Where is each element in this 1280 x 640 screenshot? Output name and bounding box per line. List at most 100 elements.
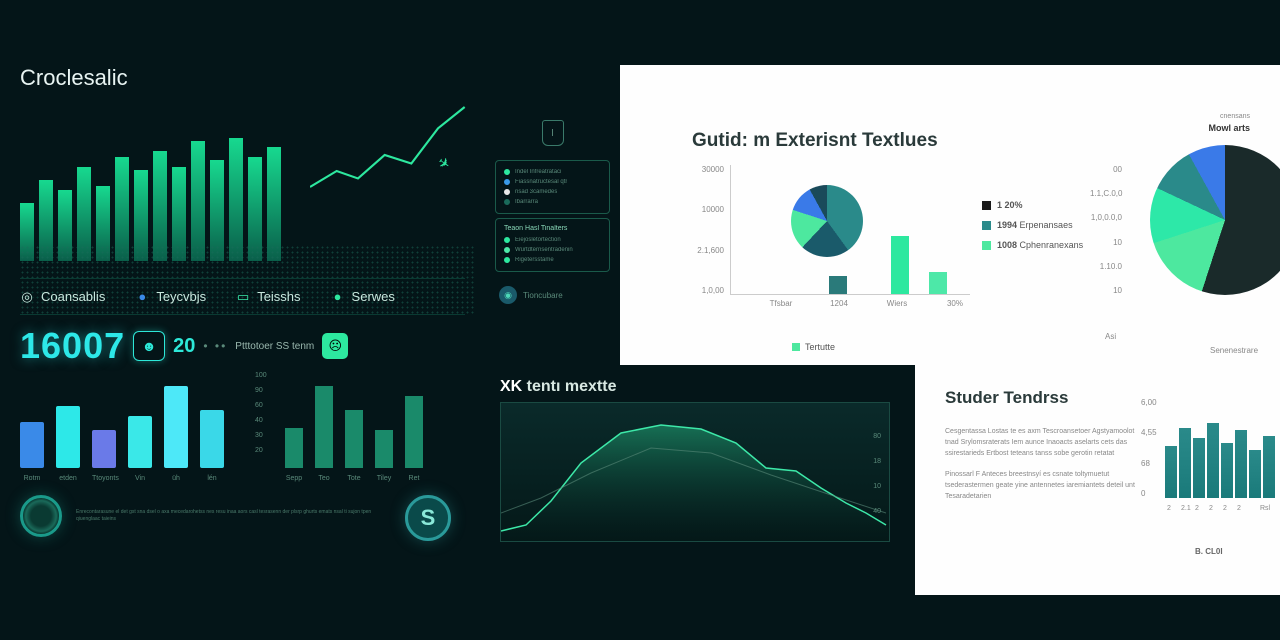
studer-xlabel: 2.1 xyxy=(1181,505,1191,512)
green-xlabel: Tote xyxy=(342,475,366,482)
studer-para-2: Pinossarl F Anteces breestnsyí es csnate… xyxy=(945,469,1135,502)
cyan-xlabel: etden xyxy=(56,475,80,482)
combo-pie xyxy=(791,185,863,257)
studer-ytick: 68 xyxy=(1141,459,1157,468)
tab-label: Serwes xyxy=(352,289,395,304)
legend-row[interactable]: Rigetersstame xyxy=(504,255,601,265)
cyan-xlabel: Ttoyonts xyxy=(92,475,116,482)
green-xlabel: Sepp xyxy=(282,475,306,482)
footer-tiny-text: Enrecontarasune el det gst sna dsel o ax… xyxy=(76,509,376,523)
light-panel-title: Gutid: m Exterisnt Textlues xyxy=(692,130,938,152)
lp-ytick: 2.1,600 xyxy=(692,246,724,255)
studer-plot: 22.12222Rsl xyxy=(1165,398,1275,498)
telescope-icon: ◉ xyxy=(499,286,517,304)
right-bottom-label-2: Senenestrare xyxy=(1210,346,1258,355)
ring-icon[interactable] xyxy=(20,495,62,537)
green-xlabel: Teo xyxy=(312,475,336,482)
green-ytick: 30 xyxy=(255,432,263,439)
studer-ytick: 0 xyxy=(1141,489,1157,498)
green-bar xyxy=(315,386,333,468)
tab-label: Coansablis xyxy=(41,289,105,304)
studer-bar xyxy=(1179,428,1191,498)
studer-bar xyxy=(1193,438,1205,498)
studer-xlabel: 2 xyxy=(1209,505,1213,512)
telescope-label: Tioncubare xyxy=(523,291,563,300)
tab-teisshs[interactable]: ▭Teisshs xyxy=(236,289,300,304)
combo-sublegend: Tertutte xyxy=(792,342,835,352)
telescope-row[interactable]: ◉ Tioncubare xyxy=(495,282,610,308)
tabs-row: ◎ Coansablis ● Teycvbjs ▭Teisshs ● Serwes xyxy=(20,278,465,315)
tab-teycvbjs[interactable]: ● Teycvbjs xyxy=(135,289,206,304)
lp-ytick: 30000 xyxy=(692,165,724,174)
lp-xlabel: Tfsbar xyxy=(761,299,801,308)
lp-right-ytick: 1.10.0 xyxy=(1090,262,1122,271)
studer-bar xyxy=(1165,446,1177,498)
area-plot: 80181040 xyxy=(500,402,890,542)
legend-box-2: Teaon Hasl Tinalters EiejosletortectionW… xyxy=(495,218,610,272)
studer-xlabel-last: Rsl xyxy=(1260,505,1270,512)
combo-yaxis: 30000100002.1,6001,0,00 xyxy=(692,165,724,295)
green-bar xyxy=(405,396,423,468)
light-legend: 1 20% 1994 Erpenansaes1008 Cphenranexans xyxy=(982,195,1083,255)
green-xlabel: Ret xyxy=(402,475,426,482)
metric-label: Ptttotoer SS tenm xyxy=(235,341,314,352)
lp-right-ytick: 10 xyxy=(1090,286,1122,295)
studer-xlabel: 2 xyxy=(1223,505,1227,512)
coin-icon[interactable]: S xyxy=(405,495,451,541)
green-badge-icon[interactable]: ☹ xyxy=(322,333,348,359)
cyan-bar xyxy=(128,416,152,468)
light-panel: Gutid: m Exterisnt Textlues cnensans Mow… xyxy=(620,65,1280,365)
legend-row[interactable]: Ibarrarra xyxy=(504,197,601,207)
legend-row[interactable]: Eiejosletortection xyxy=(504,235,601,245)
cyan-bar xyxy=(56,406,80,468)
cyan-xlabel: Rotm xyxy=(20,475,44,482)
green-ytick: 90 xyxy=(255,387,263,394)
side-number: 20 xyxy=(173,335,195,358)
hero-bar-chart xyxy=(20,101,300,261)
right-pie xyxy=(1150,145,1280,295)
green-ytick: 40 xyxy=(255,417,263,424)
coin-icon-wrap: S xyxy=(405,495,451,541)
lp-xlabel: 30% xyxy=(935,299,975,308)
studer-bar-chart: 6,004,55680 22.12222Rsl B. CL0I xyxy=(1165,398,1280,528)
tab-label: Teycvbjs xyxy=(156,289,206,304)
swirl-icon: ◎ xyxy=(20,290,34,304)
card-icon: ▭ xyxy=(236,290,250,304)
lp-ytick: 1,0,00 xyxy=(692,286,724,295)
studer-para-1: Cesgentassa Lostas te es axm Tescroanset… xyxy=(945,426,1135,459)
smile-card-icon[interactable]: ☻ xyxy=(133,331,165,361)
legend-row[interactable]: Indel Infreatrataci xyxy=(504,167,601,177)
tab-serwes[interactable]: ● Serwes xyxy=(331,289,395,304)
studer-xlabel: 2 xyxy=(1237,505,1241,512)
lp-bar xyxy=(891,236,909,294)
sublegend-label: Tertutte xyxy=(805,342,835,352)
circle-icon: ● xyxy=(135,290,149,304)
green-ytick: 100 xyxy=(255,372,267,379)
tab-coansablis[interactable]: ◎ Coansablis xyxy=(20,289,105,304)
studer-xtitle: B. CL0I xyxy=(1195,547,1223,556)
studer-ytick: 6,00 xyxy=(1141,398,1157,407)
studer-bar xyxy=(1221,443,1233,498)
studer-xlabel: 2 xyxy=(1167,505,1171,512)
lp-legend-row[interactable]: 1008 Cphenranexans xyxy=(982,235,1083,255)
cyan-bar xyxy=(164,386,188,468)
legend-row[interactable]: Würtdternsentradenin xyxy=(504,245,601,255)
lp-legend-row[interactable]: 1 20% xyxy=(982,195,1083,215)
light-upper-label: cnensans xyxy=(1220,113,1250,120)
combo-plot: Tfsbar1204Wiers30% xyxy=(730,165,970,295)
studer-bar xyxy=(1207,423,1219,498)
cyan-bar-chart: RotmetdenTtoyontsVinühlén xyxy=(20,372,260,482)
green-bar xyxy=(345,410,363,468)
legend-row[interactable]: Fiassnatructesal qtr xyxy=(504,177,601,187)
lp-bar xyxy=(929,272,947,294)
lp-legend-row[interactable]: 1994 Erpenansaes xyxy=(982,215,1083,235)
hero-bar xyxy=(191,141,205,261)
circle-icon: ● xyxy=(331,290,345,304)
legend-box2-title: Teaon Hasl Tinalters xyxy=(504,225,601,232)
lp-xlabel: 1204 xyxy=(819,299,859,308)
hero-bar xyxy=(229,138,243,262)
legend-row[interactable]: nsad 3camedes xyxy=(504,187,601,197)
hero-bar xyxy=(267,147,281,261)
studer-ytick: 4,55 xyxy=(1141,428,1157,437)
green-xlabel: Tiley xyxy=(372,475,396,482)
